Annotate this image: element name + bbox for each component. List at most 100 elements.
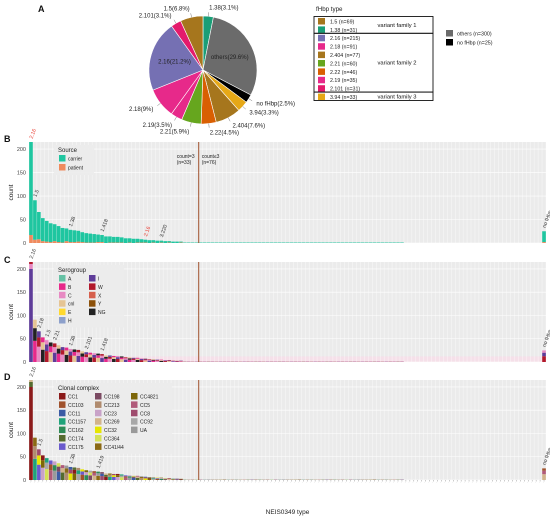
- bar-segment: [115, 357, 120, 359]
- bar-patient: [96, 242, 100, 243]
- legend-swatch: [59, 418, 66, 425]
- bar-label: no fHbp: [542, 447, 550, 466]
- bar-segment: [119, 474, 124, 476]
- legend-background: [54, 383, 172, 454]
- bar-carrier: [88, 233, 92, 243]
- legend-swatch: [59, 155, 66, 162]
- x-tick-label: ·: [542, 482, 545, 485]
- bar-segment: [108, 473, 112, 475]
- legend-swatch: [131, 401, 138, 408]
- x-tick-label: ·: [376, 482, 379, 485]
- bar-segment: [44, 344, 49, 352]
- x-tick-label: ·: [33, 482, 36, 485]
- bar-segment: [56, 466, 61, 472]
- legend-swatch: [59, 426, 66, 434]
- bar-segment: [88, 357, 92, 362]
- bar-segment: [119, 359, 124, 362]
- bar-segment: [84, 354, 89, 358]
- bar-carrier: [48, 223, 53, 243]
- bar-segment: [48, 346, 53, 353]
- panel-label-d: D: [4, 372, 11, 382]
- pie-chart: 1.38(3.1%) others(29.6%) no fHbp(2.5%) 3.94…: [129, 5, 295, 136]
- bar-label: 2.16: [29, 366, 38, 378]
- pie-leader: [248, 98, 253, 101]
- x-tick-label: ·: [195, 482, 198, 485]
- bar-segment: [96, 473, 100, 476]
- bar-segment: [84, 472, 89, 476]
- x-tick-label: ·: [131, 482, 134, 485]
- bar-segment: [112, 473, 116, 476]
- x-tick-label: ·: [479, 482, 482, 485]
- bar-segment: [167, 360, 171, 362]
- x-tick-label: ·: [518, 482, 521, 485]
- legend-swatch: [89, 291, 96, 299]
- x-tick-label: ·: [112, 482, 115, 485]
- x-tick-label: ·: [128, 482, 131, 485]
- bar-carrier: [151, 240, 156, 243]
- x-tick-label: ·: [104, 482, 107, 485]
- bar-segment: [151, 359, 156, 361]
- bar-label: 2.16: [29, 128, 38, 140]
- y-tick-label: 0: [23, 360, 26, 366]
- x-tick-label: ·: [37, 482, 40, 485]
- pie-slice: [180, 15, 204, 71]
- x-tick-label: ·: [491, 482, 494, 485]
- x-tick-label: ·: [143, 482, 146, 485]
- y-tick-label: 100: [17, 313, 26, 319]
- x-tick-label: ·: [183, 482, 186, 485]
- bar-carrier: [119, 237, 124, 243]
- x-tick-label: ·: [305, 482, 308, 485]
- pie-label: 2.19(3.5%): [143, 123, 172, 129]
- x-tick-label: ·: [412, 482, 415, 485]
- bar-segment: [29, 387, 33, 480]
- x-tick-label: ·: [242, 482, 245, 485]
- bar-label: 3.220: [159, 224, 169, 238]
- bar-segment: [112, 357, 116, 359]
- pie-label: 2.101(3.1%): [139, 13, 172, 19]
- pie-label: 2.404(7.6%): [232, 124, 265, 130]
- bar-label: 2.21: [52, 329, 61, 341]
- bar-carrier: [72, 230, 77, 243]
- panel-label-a: A: [38, 4, 45, 14]
- bar-segment: [48, 470, 53, 480]
- fhbp-legend-label: 2.21 (n=60): [330, 61, 357, 67]
- bar-segment: [175, 479, 179, 480]
- bar-patient: [80, 242, 85, 243]
- bar-segment: [52, 465, 57, 471]
- bar-segment: [155, 360, 160, 361]
- bar-patient: [40, 241, 45, 243]
- legend-swatch: [131, 418, 138, 425]
- legend-label: Y: [98, 302, 102, 308]
- bar-segment: [76, 352, 81, 356]
- bar-segment: [76, 355, 81, 362]
- x-tick-label: ·: [270, 482, 273, 485]
- bar-segment: [147, 359, 152, 360]
- bar-segment: [48, 342, 53, 347]
- bar-segment: [44, 469, 49, 480]
- bar-label: 1.38: [68, 216, 77, 228]
- x-tick-label: ·: [147, 482, 150, 485]
- x-tick-label: ·: [80, 482, 83, 485]
- x-tick-label: ·: [60, 482, 63, 485]
- bar-patient: [72, 242, 77, 243]
- bar-patient: [76, 241, 81, 243]
- legend-swatch: [95, 409, 102, 417]
- bar-carrier: [127, 238, 132, 243]
- pie-label: 2.16(21.2%): [158, 60, 191, 66]
- legend-swatch: [89, 283, 96, 290]
- bar-segment: [56, 471, 61, 480]
- legend-label: A: [68, 277, 72, 283]
- bar-segment: [84, 357, 89, 362]
- x-tick-label: ·: [463, 482, 466, 485]
- bar-segment: [92, 353, 96, 355]
- legend-swatch: [95, 393, 102, 400]
- bar-carrier: [135, 238, 140, 243]
- bar-segment: [96, 475, 100, 480]
- bar-segment: [33, 437, 37, 447]
- bar-segment: [143, 478, 148, 480]
- legend-swatch: [59, 283, 66, 290]
- bar-segment: [108, 474, 112, 477]
- bar-segment: [123, 357, 128, 359]
- x-tick-label: ·: [337, 482, 340, 485]
- bar-segment: [139, 360, 144, 362]
